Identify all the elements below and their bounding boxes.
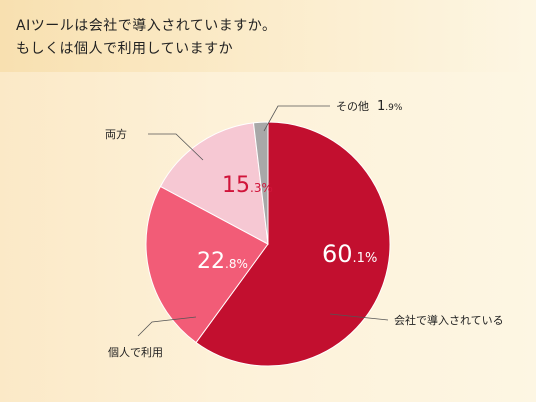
leader-line-2 — [148, 133, 204, 161]
slice-label-3: その他 — [336, 100, 369, 113]
pct-label-2: 15.3% — [222, 173, 273, 198]
chart-title-line-2: もしくは個人で利用していますか — [16, 41, 234, 57]
pct-label-1: 22.8% — [197, 249, 248, 274]
slice-label-0: 会社で導入されている — [394, 313, 504, 327]
pie-slice-3 — [252, 121, 269, 245]
pct-label-3: 1.9% — [377, 99, 403, 114]
pie-slice-0 — [195, 121, 391, 367]
leader-line-3 — [263, 105, 330, 132]
title-band: AIツールは会社で導入されていますか。 もしくは個人で利用していますか — [0, 0, 536, 72]
slice-label-1: 個人で利用 — [108, 346, 163, 359]
leader-line-1 — [137, 316, 197, 337]
chart-title-line-1: AIツールは会社で導入されていますか。 — [16, 18, 277, 34]
slice-label-2: 両方 — [105, 127, 127, 141]
pct-label-0: 60.1% — [322, 240, 377, 268]
pie-slice-1 — [145, 185, 269, 344]
pie-slice-2 — [159, 122, 269, 245]
leader-line-0 — [329, 313, 389, 321]
